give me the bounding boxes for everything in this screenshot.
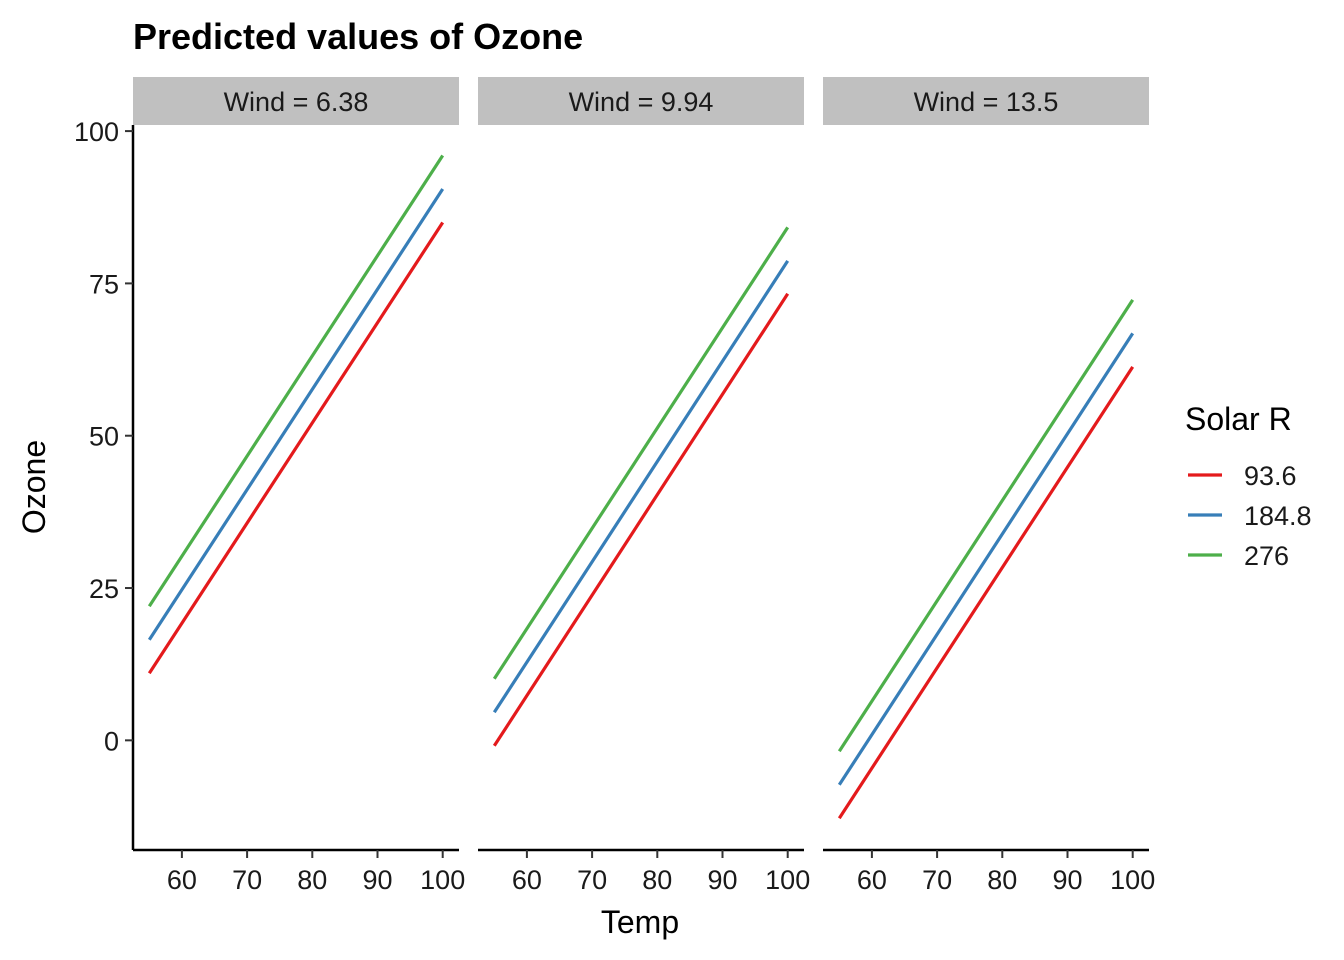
- x-tick-label: 80: [642, 865, 672, 895]
- strip-background: [478, 77, 804, 125]
- y-tick-label: 50: [89, 422, 119, 452]
- x-tick-label: 100: [1110, 865, 1155, 895]
- x-tick-label: 100: [765, 865, 810, 895]
- x-tick-label: 90: [362, 865, 392, 895]
- strip-background: [133, 77, 459, 125]
- x-tick-label: 70: [922, 865, 952, 895]
- x-tick-label: 100: [420, 865, 465, 895]
- series-line-276: [147, 154, 445, 608]
- y-tick-label: 25: [89, 574, 119, 604]
- x-axis-title: Temp: [601, 904, 679, 940]
- series-line-184-8: [492, 260, 790, 714]
- series-line-276: [492, 226, 790, 680]
- legend-label: 184.8: [1244, 501, 1312, 531]
- legend-label: 93.6: [1244, 461, 1297, 491]
- strip-label: Wind = 6.38: [224, 87, 369, 117]
- series-line-93-6: [837, 366, 1135, 820]
- series-line-93-6: [492, 292, 790, 747]
- panel-3: Wind = 13.5 60 70 80 90 100: [823, 77, 1155, 895]
- y-axis-title: Ozone: [16, 440, 52, 534]
- x-tick-label: 60: [857, 865, 887, 895]
- legend-label: 276: [1244, 541, 1289, 571]
- series-line-184-8: [837, 332, 1135, 786]
- x-tick-label: 70: [232, 865, 262, 895]
- strip-label: Wind = 9.94: [569, 87, 714, 117]
- series-line-276: [837, 299, 1135, 753]
- x-tick-label: 80: [297, 865, 327, 895]
- panel-1: Wind = 6.38 60 70 80 90 100 0 25 50 75 100: [74, 77, 465, 895]
- chart-title: Predicted values of Ozone: [133, 16, 583, 57]
- y-tick-label: 100: [74, 117, 119, 147]
- x-tick-label: 70: [577, 865, 607, 895]
- strip-background: [823, 77, 1149, 125]
- x-tick-label: 60: [512, 865, 542, 895]
- legend: Solar R 93.6 184.8 276: [1185, 401, 1312, 571]
- strip-label: Wind = 13.5: [914, 87, 1059, 117]
- y-tick-label: 0: [104, 726, 119, 756]
- series-line-93-6: [147, 221, 445, 675]
- x-tick-label: 90: [707, 865, 737, 895]
- legend-title: Solar R: [1185, 401, 1292, 437]
- x-tick-label: 90: [1052, 865, 1082, 895]
- y-tick-label: 75: [89, 269, 119, 299]
- x-tick-label: 60: [167, 865, 197, 895]
- x-tick-label: 80: [987, 865, 1017, 895]
- series-line-184-8: [147, 188, 445, 641]
- panel-2: Wind = 9.94 60 70 80 90 100: [478, 77, 810, 895]
